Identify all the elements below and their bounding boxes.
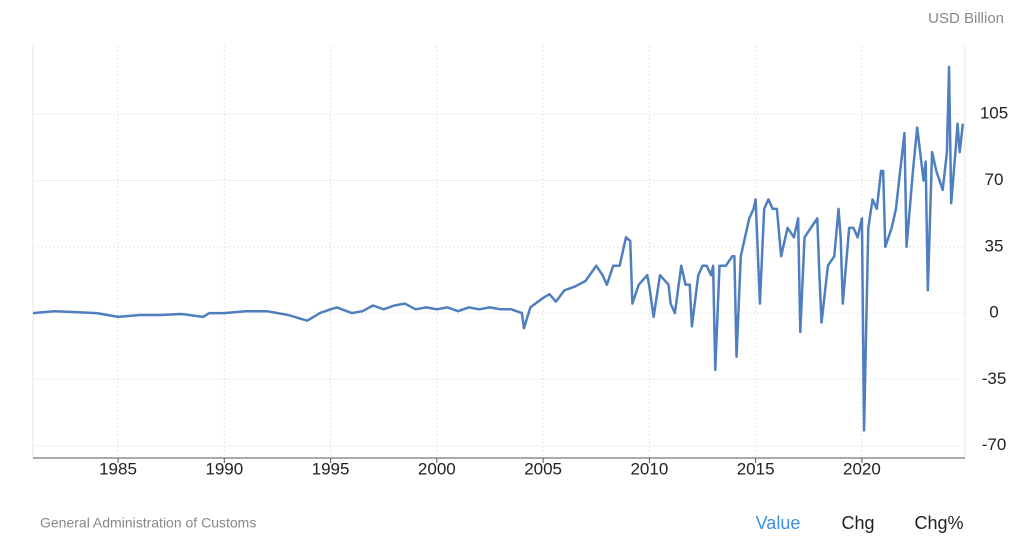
y-tick-label: -35 — [982, 369, 1007, 388]
data-line — [32, 65, 965, 432]
control-button[interactable]: Chg — [841, 513, 874, 533]
y-tick-label: 35 — [985, 236, 1004, 255]
y-tick-label: 105 — [980, 104, 1008, 123]
y-tick-label: -70 — [982, 435, 1007, 454]
x-tick-label: 1995 — [312, 459, 350, 478]
x-tick-label: 2020 — [843, 459, 881, 478]
x-tick-label: 2000 — [418, 459, 456, 478]
control-button[interactable]: Chg% — [914, 513, 963, 533]
x-tick-label: 2005 — [524, 459, 562, 478]
x-tick-label: 2015 — [737, 459, 775, 478]
control-button[interactable]: Value — [756, 513, 801, 533]
y-tick-label: 70 — [985, 170, 1004, 189]
x-tick-label: 2010 — [630, 459, 668, 478]
x-tick-label: 1985 — [99, 459, 137, 478]
y-tick-label: 0 — [989, 303, 998, 322]
x-tick-label: 1990 — [205, 459, 243, 478]
source: General Administration of Customs — [40, 515, 256, 531]
unit-label: USD Billion — [928, 10, 1004, 27]
